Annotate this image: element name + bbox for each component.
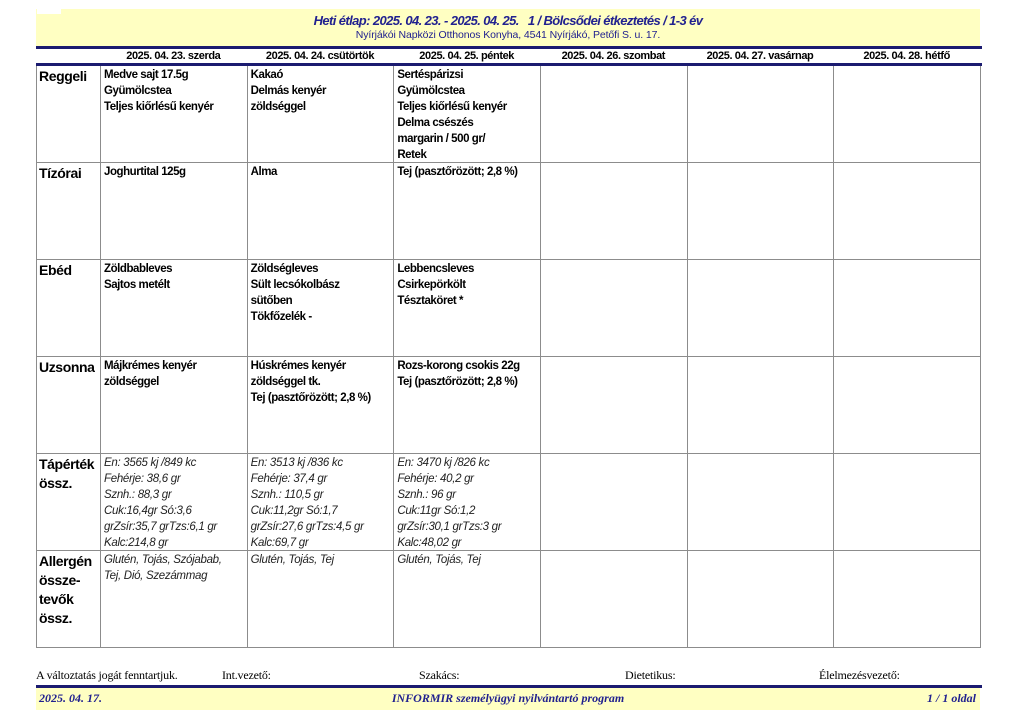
menu-cell [834, 357, 981, 454]
footer-date: 2025. 04. 17. [39, 691, 102, 705]
title-band: Heti étlap: 2025. 04. 23. - 2025. 04. 25… [36, 9, 980, 46]
row-label-afternoon-snack: Uzsonna [37, 357, 101, 454]
allergen-cell: Glutén, Tojás, Tej [394, 551, 541, 648]
separator-line-top [36, 46, 982, 49]
day-header-row: 2025. 04. 23. szerda 2025. 04. 24. csütö… [36, 49, 980, 63]
menu-cell [541, 163, 688, 260]
row-label-allergens-total: Allergén össze- tevők össz. [37, 551, 101, 648]
menu-cell [541, 260, 688, 357]
menu-cell: Sertéspárizsi Gyümölcstea Teljes kiőrlés… [394, 66, 541, 163]
row-label-nutrition-total: Tápérték össz. [37, 454, 101, 551]
menu-cell [834, 260, 981, 357]
menu-cell: Húskrémes kenyér zöldséggel tk. Tej (pas… [247, 357, 395, 454]
day-header-saturday: 2025. 04. 26. szombat [561, 50, 666, 62]
menu-cell: Joghurtital 125g [101, 163, 248, 260]
menu-cell: Rozs-korong csokis 22g Tej (pasztőrözött… [394, 357, 541, 454]
menu-table: Reggeli Medve sajt 17.5g Gyümölcstea Tel… [36, 66, 981, 648]
menu-cell: Zöldbableves Sajtos metélt [101, 260, 248, 357]
nutrition-cell: En: 3513 kj /836 kc Fehérje: 37,4 gr Szn… [247, 454, 395, 551]
day-header-wednesday: 2025. 04. 23. szerda [126, 50, 221, 62]
day-header-friday: 2025. 04. 25. péntek [419, 50, 515, 62]
document-title: Heti étlap: 2025. 04. 23. - 2025. 04. 25… [313, 13, 703, 28]
nutrition-cell [687, 454, 835, 551]
page-corner-notch [37, 9, 61, 14]
menu-cell: Alma [247, 163, 395, 260]
day-header-monday: 2025. 04. 28. hétfő [863, 50, 950, 62]
day-header-empty [36, 49, 100, 63]
footer-bar: 2025. 04. 17. INFORMIR személyügyi nyilv… [36, 688, 980, 710]
signature-label-dietitian: Dietetikus: [625, 668, 676, 682]
menu-cell [541, 357, 688, 454]
menu-cell [541, 66, 688, 163]
menu-cell [687, 260, 835, 357]
day-header-sunday: 2025. 04. 27. vasárnap [706, 50, 814, 62]
footer-page-number: 1 / 1 oldal [926, 691, 976, 705]
nutrition-cell: En: 3565 kj /849 kc Fehérje: 38,6 gr Szn… [101, 454, 248, 551]
document-subtitle: Nyírjákói Napközi Otthonos Konyha, 4541 … [355, 29, 661, 41]
allergen-cell [541, 551, 688, 648]
row-label-breakfast: Reggeli [37, 66, 101, 163]
menu-cell: Kakaó Delmás kenyér zöldséggel [247, 66, 395, 163]
menu-cell: Májkrémes kenyér zöldséggel [101, 357, 248, 454]
allergen-cell: Glutén, Tojás, Szójabab, Tej, Dió, Szezá… [101, 551, 248, 648]
allergen-cell [834, 551, 981, 648]
menu-cell [834, 66, 981, 163]
menu-cell: Zöldségleves Sült lecsókolbász sütőben T… [247, 260, 395, 357]
menu-cell [834, 163, 981, 260]
menu-cell: Lebbencsleves Csirkepörkölt Tésztaköret … [394, 260, 541, 357]
footer-program-name: INFORMIR személyügyi nyilvántartó progra… [391, 691, 625, 705]
nutrition-cell [834, 454, 981, 551]
signature-label-catering-manager: Élelmezésvezető: [819, 668, 900, 682]
separator-line-header [36, 63, 982, 66]
signature-label-cook: Szakács: [419, 668, 460, 682]
row-label-morning-snack: Tízórai [37, 163, 101, 260]
allergen-cell [687, 551, 835, 648]
allergen-cell: Glutén, Tojás, Tej [247, 551, 395, 648]
row-label-lunch: Ebéd [37, 260, 101, 357]
menu-cell: Medve sajt 17.5g Gyümölcstea Teljes kiőr… [101, 66, 248, 163]
menu-cell: Tej (pasztőrözött; 2,8 %) [394, 163, 541, 260]
day-header-thursday: 2025. 04. 24. csütörtök [265, 50, 375, 62]
separator-line-footer [36, 685, 982, 688]
signature-label-institution-head: Int.vezető: [222, 668, 271, 682]
nutrition-cell: En: 3470 kj /826 kc Fehérje: 40,2 gr Szn… [394, 454, 541, 551]
menu-cell [687, 66, 835, 163]
disclaimer-text: A változtatás jogát fenntartjuk. [36, 668, 178, 682]
menu-cell [687, 357, 835, 454]
signature-row: A változtatás jogát fenntartjuk. Int.vez… [0, 668, 1024, 686]
menu-cell [687, 163, 835, 260]
nutrition-cell [541, 454, 688, 551]
